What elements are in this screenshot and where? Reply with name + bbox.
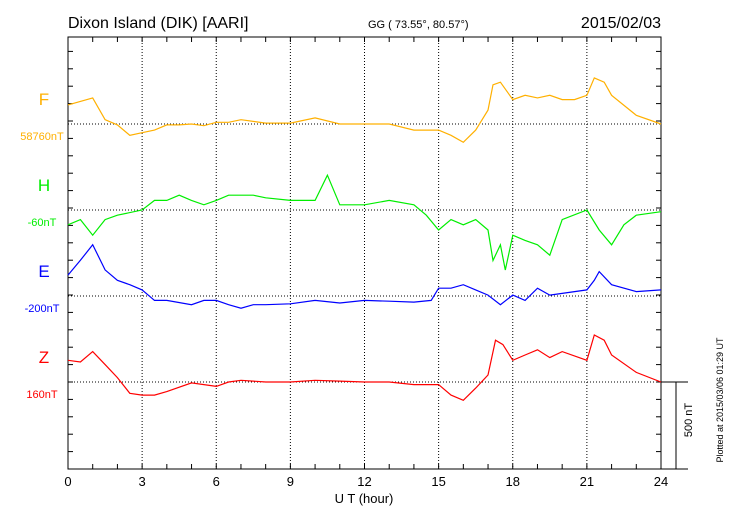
x-tick-label: 15	[431, 474, 445, 489]
series-line-E	[67, 243, 662, 309]
axes: 0 3 6 9 12 15 18 21 24	[64, 36, 688, 489]
series-baseline-Z: 160nT	[26, 389, 57, 401]
series-baseline-H: -60nT	[28, 217, 57, 229]
series-line-Z	[67, 334, 662, 402]
series-labels: F 58760nT H -60nT E -200nT Z 160nT	[20, 90, 64, 401]
x-tick-label: 3	[139, 474, 146, 489]
series-name-H: H	[38, 176, 50, 195]
series-lines	[67, 77, 662, 402]
station-coords: GG ( 73.55°, 80.57°)	[368, 19, 469, 31]
x-tick-label: 9	[287, 474, 294, 489]
chart-date: 2015/02/03	[581, 15, 661, 32]
series-name-Z: Z	[39, 348, 49, 367]
scale-bar-label: 500 nT	[683, 403, 695, 438]
series-baseline-F: 58760nT	[20, 131, 64, 143]
series-line-F	[67, 77, 662, 144]
x-tick-label: 21	[580, 474, 594, 489]
plotted-note: Plotted at 2015/03/06 01:29 UT	[715, 337, 725, 463]
x-tick-label: 24	[654, 474, 668, 489]
x-axis-label: U T (hour)	[335, 491, 394, 506]
x-tick-label: 18	[506, 474, 520, 489]
series-baseline-E: -200nT	[25, 303, 60, 315]
series-line-H	[67, 173, 662, 271]
x-tick-label: 6	[213, 474, 220, 489]
x-tick-label: 0	[64, 474, 71, 489]
series-name-E: E	[38, 262, 49, 281]
chart-title: Dixon Island (DIK) [AARI]	[68, 15, 249, 32]
series-name-F: F	[39, 90, 49, 109]
x-tick-label: 12	[357, 474, 371, 489]
